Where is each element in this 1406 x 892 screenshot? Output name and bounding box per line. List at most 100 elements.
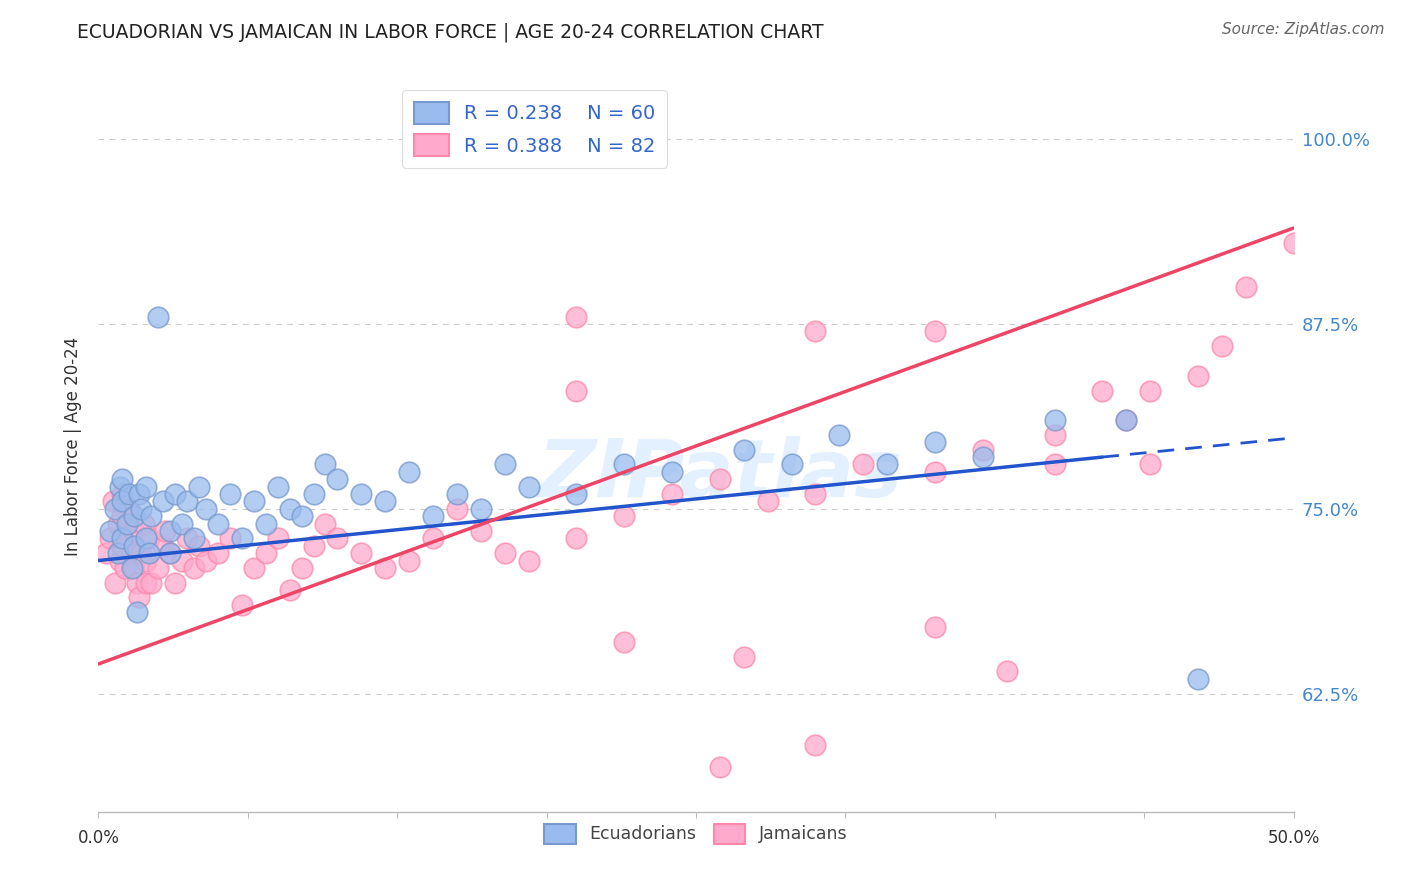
Point xyxy=(1211,339,1233,353)
Point xyxy=(315,516,337,531)
Point xyxy=(302,539,325,553)
Point xyxy=(135,553,157,567)
Point xyxy=(1115,413,1137,427)
Point xyxy=(517,553,540,567)
Point xyxy=(124,561,146,575)
Point xyxy=(446,487,468,501)
Point xyxy=(111,494,134,508)
Point xyxy=(135,575,157,590)
Point xyxy=(148,561,170,575)
Point xyxy=(128,487,150,501)
Point xyxy=(104,501,127,516)
Point xyxy=(828,428,851,442)
Point xyxy=(107,546,129,560)
Point xyxy=(422,532,444,546)
Point xyxy=(852,458,875,472)
Point xyxy=(111,509,134,524)
Point xyxy=(517,480,540,494)
Point xyxy=(118,501,141,516)
Point xyxy=(176,532,198,546)
Point xyxy=(131,501,153,516)
Point xyxy=(231,532,253,546)
Point xyxy=(111,487,134,501)
Point xyxy=(1043,458,1066,472)
Point xyxy=(155,524,177,538)
Point xyxy=(733,649,755,664)
Point xyxy=(804,738,827,752)
Point xyxy=(243,494,266,508)
Point xyxy=(565,384,588,398)
Point xyxy=(494,458,516,472)
Point xyxy=(565,532,588,546)
Point xyxy=(613,634,636,648)
Point xyxy=(207,516,229,531)
Point xyxy=(104,575,127,590)
Point xyxy=(159,546,181,560)
Point xyxy=(326,472,349,486)
Point xyxy=(125,605,148,619)
Point xyxy=(195,553,218,567)
Point xyxy=(709,760,731,774)
Point xyxy=(804,487,827,501)
Point xyxy=(350,487,373,501)
Point xyxy=(121,561,143,575)
Point xyxy=(446,501,468,516)
Point xyxy=(1139,458,1161,472)
Point xyxy=(195,501,218,516)
Point xyxy=(108,553,131,567)
Point xyxy=(302,487,325,501)
Point xyxy=(124,509,146,524)
Point xyxy=(374,494,396,508)
Point xyxy=(125,575,148,590)
Point xyxy=(187,539,209,553)
Legend: Ecuadorians, Jamaicans: Ecuadorians, Jamaicans xyxy=(537,817,855,851)
Point xyxy=(565,310,588,324)
Point xyxy=(422,125,444,139)
Point xyxy=(267,480,290,494)
Point xyxy=(187,480,209,494)
Point xyxy=(494,546,516,560)
Point xyxy=(924,465,946,479)
Point xyxy=(267,532,290,546)
Point xyxy=(163,575,186,590)
Point xyxy=(1115,413,1137,427)
Point xyxy=(470,501,492,516)
Point xyxy=(183,561,205,575)
Point xyxy=(152,494,174,508)
Point xyxy=(138,546,160,560)
Point xyxy=(128,591,150,605)
Point xyxy=(131,546,153,560)
Point xyxy=(1043,428,1066,442)
Point xyxy=(398,465,420,479)
Point xyxy=(159,524,181,538)
Point xyxy=(1091,384,1114,398)
Point xyxy=(114,561,136,575)
Point xyxy=(124,539,146,553)
Point xyxy=(924,435,946,450)
Point xyxy=(115,516,138,531)
Point xyxy=(278,583,301,598)
Point xyxy=(350,546,373,560)
Point xyxy=(995,665,1018,679)
Point xyxy=(231,598,253,612)
Point xyxy=(1187,672,1209,686)
Point xyxy=(1139,384,1161,398)
Text: ECUADORIAN VS JAMAICAN IN LABOR FORCE | AGE 20-24 CORRELATION CHART: ECUADORIAN VS JAMAICAN IN LABOR FORCE | … xyxy=(77,22,824,42)
Point xyxy=(118,487,141,501)
Point xyxy=(98,524,122,538)
Point xyxy=(254,516,277,531)
Point xyxy=(176,494,198,508)
Point xyxy=(111,532,134,546)
Point xyxy=(219,487,242,501)
Point xyxy=(243,561,266,575)
Point xyxy=(326,532,349,546)
Point xyxy=(972,442,994,457)
Point xyxy=(924,620,946,634)
Point xyxy=(183,532,205,546)
Y-axis label: In Labor Force | Age 20-24: In Labor Force | Age 20-24 xyxy=(65,336,83,556)
Point xyxy=(804,325,827,339)
Point xyxy=(422,509,444,524)
Point xyxy=(1234,280,1257,294)
Point xyxy=(111,472,134,486)
Point xyxy=(139,509,162,524)
